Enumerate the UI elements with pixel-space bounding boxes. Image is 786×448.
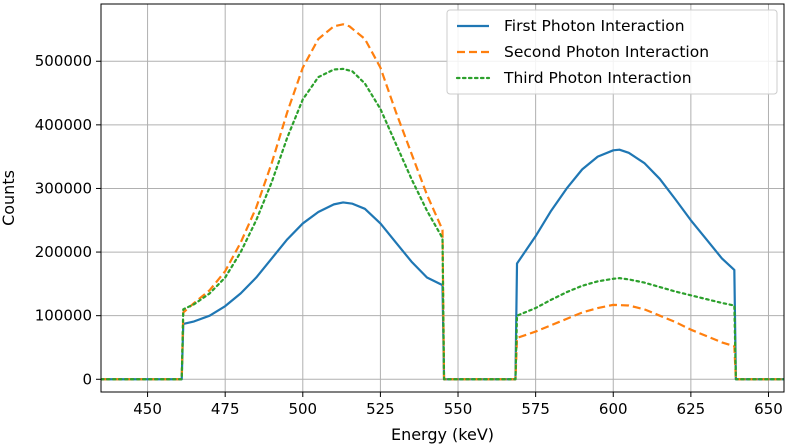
series-line-2 (101, 23, 784, 381)
y-tick-label: 0 (82, 370, 92, 388)
y-tick-label: 400000 (35, 116, 92, 134)
y-tick-label: 100000 (35, 307, 92, 325)
legend: First Photon Interaction Second Photon In… (446, 9, 778, 95)
legend-label: Second Photon Interaction (504, 43, 709, 61)
x-tick-label: 550 (444, 400, 473, 418)
series-line-3 (101, 67, 784, 381)
legend-label: Third Photon Interaction (503, 69, 692, 87)
x-tick-label: 575 (521, 400, 550, 418)
legend-box (446, 9, 778, 95)
series-layer (101, 23, 784, 381)
legend-label: First Photon Interaction (504, 17, 685, 35)
y-tick-label: 200000 (35, 243, 92, 261)
x-tick-label: 625 (677, 400, 706, 418)
y-tick-label: 300000 (35, 179, 92, 197)
x-tick-label: 600 (599, 400, 628, 418)
x-tick-label: 650 (754, 400, 783, 418)
y-tick-label: 500000 (35, 52, 92, 70)
x-tick-label: 450 (133, 400, 162, 418)
x-tick-label: 500 (288, 400, 317, 418)
x-tick-label: 525 (366, 400, 395, 418)
y-axis-label: Counts (0, 170, 18, 226)
x-tick-label: 475 (211, 400, 240, 418)
plot-frame (100, 3, 785, 393)
axis-ticks: 450 475 500 525 550 575 600 625 650 0 100000 200000… (35, 52, 783, 418)
x-axis-label: Energy (keV) (391, 425, 494, 444)
